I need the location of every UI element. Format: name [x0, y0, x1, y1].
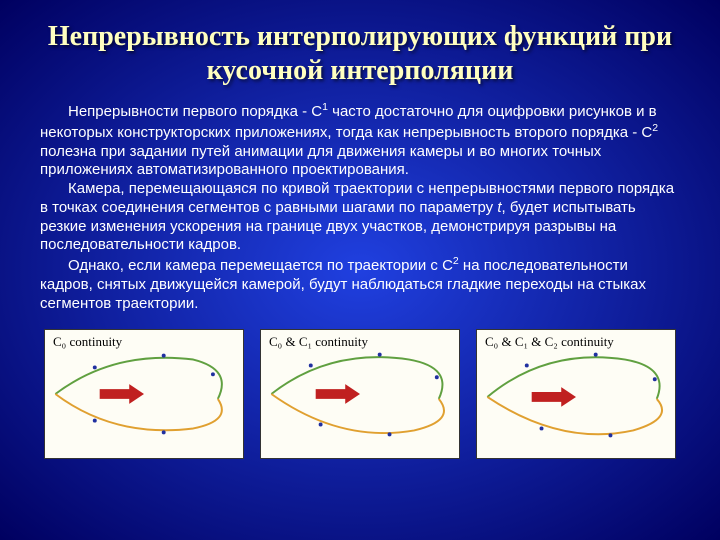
paragraph-2: Камера, перемещающаяся по кривой траекто… [40, 180, 680, 255]
c2-curve-bottom [487, 397, 662, 434]
c1-curve-bottom [271, 394, 444, 433]
paragraph-1: Непрерывности первого порядка - С1 часто… [40, 101, 680, 180]
diagram-c0c1: C₀ & C₁ continuity [260, 329, 460, 459]
body-text: Непрерывности первого порядка - С1 часто… [40, 101, 680, 313]
p1-a: Непрерывности первого порядка - С [68, 103, 322, 120]
arrow-icon [100, 385, 144, 405]
diagram-c0c1c2: C₀ & C₁ & C₂ continuity [476, 329, 676, 459]
diagram-row: C₀ continuity C₀ & C₁ continuity [40, 329, 680, 459]
slide: Непрерывность интерполирующих функций пр… [0, 0, 720, 540]
dot [608, 434, 612, 438]
c2-curve-top [487, 358, 659, 400]
dot [162, 354, 166, 358]
c0-curve-bottom [55, 394, 221, 430]
p3-a: Однако, если камера перемещается по трае… [68, 257, 453, 274]
dot [309, 364, 313, 368]
p1-c: полезна при задании путей анимации для д… [40, 143, 601, 179]
dot [211, 373, 215, 377]
dot [388, 433, 392, 437]
diagram-c0-label: C₀ continuity [53, 334, 122, 350]
diagram-c0c1-label: C₀ & C₁ continuity [269, 334, 368, 350]
slide-title: Непрерывность интерполирующих функций пр… [40, 20, 680, 87]
sup-2: 2 [652, 122, 658, 134]
dot [653, 378, 657, 382]
arrow-icon [532, 388, 576, 408]
dot [594, 353, 598, 357]
dot [162, 431, 166, 435]
diagram-c0c1c2-label: C₀ & C₁ & C₂ continuity [485, 334, 614, 350]
dot [378, 353, 382, 357]
dot [525, 364, 529, 368]
dot [93, 419, 97, 423]
dot [540, 427, 544, 431]
diagram-c0: C₀ continuity [44, 329, 244, 459]
arrow-icon [316, 385, 360, 405]
dot [435, 376, 439, 380]
dot [93, 366, 97, 370]
dot [319, 423, 323, 427]
paragraph-3: Однако, если камера перемещается по трае… [40, 255, 680, 313]
